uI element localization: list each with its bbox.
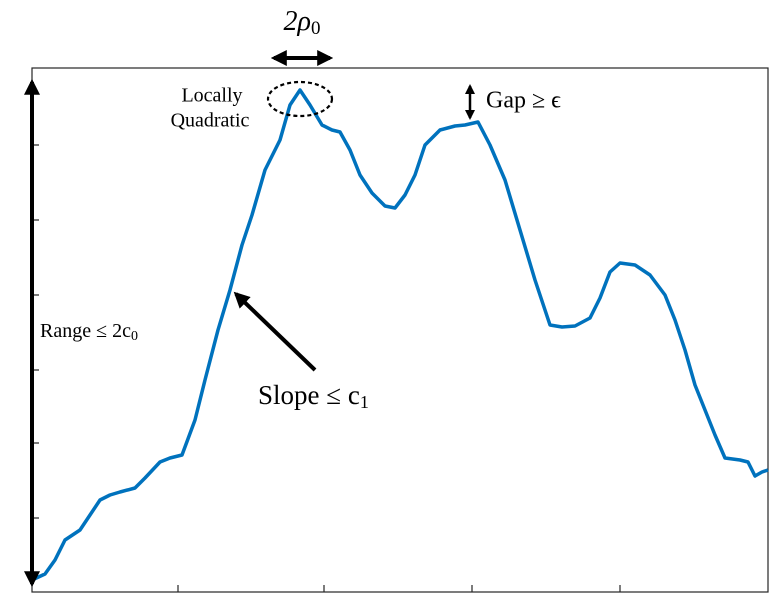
- curve: [31, 88, 769, 582]
- slope-label: Slope ≤ c1: [258, 380, 369, 412]
- width-label: 2ρ0: [284, 6, 321, 39]
- slope-arrow: [233, 291, 317, 372]
- ticks: [32, 144, 621, 592]
- peak-ellipse: [266, 80, 334, 118]
- range-sub: 0: [131, 329, 138, 344]
- gap-label: Gap ≥ ϵ: [486, 88, 561, 114]
- peak-label-1: Locally: [181, 85, 242, 107]
- plot-frame: [31, 67, 769, 593]
- range-label: Range ≤ 2c0: [40, 320, 138, 345]
- peak-label-2: Quadratic: [171, 110, 250, 132]
- width-main: 2ρ: [284, 6, 311, 37]
- width-sub: 0: [311, 18, 321, 39]
- range-main: Range ≤ 2c: [40, 320, 131, 342]
- slope-main: Slope ≤ c: [258, 380, 360, 410]
- slope-sub: 1: [360, 392, 369, 412]
